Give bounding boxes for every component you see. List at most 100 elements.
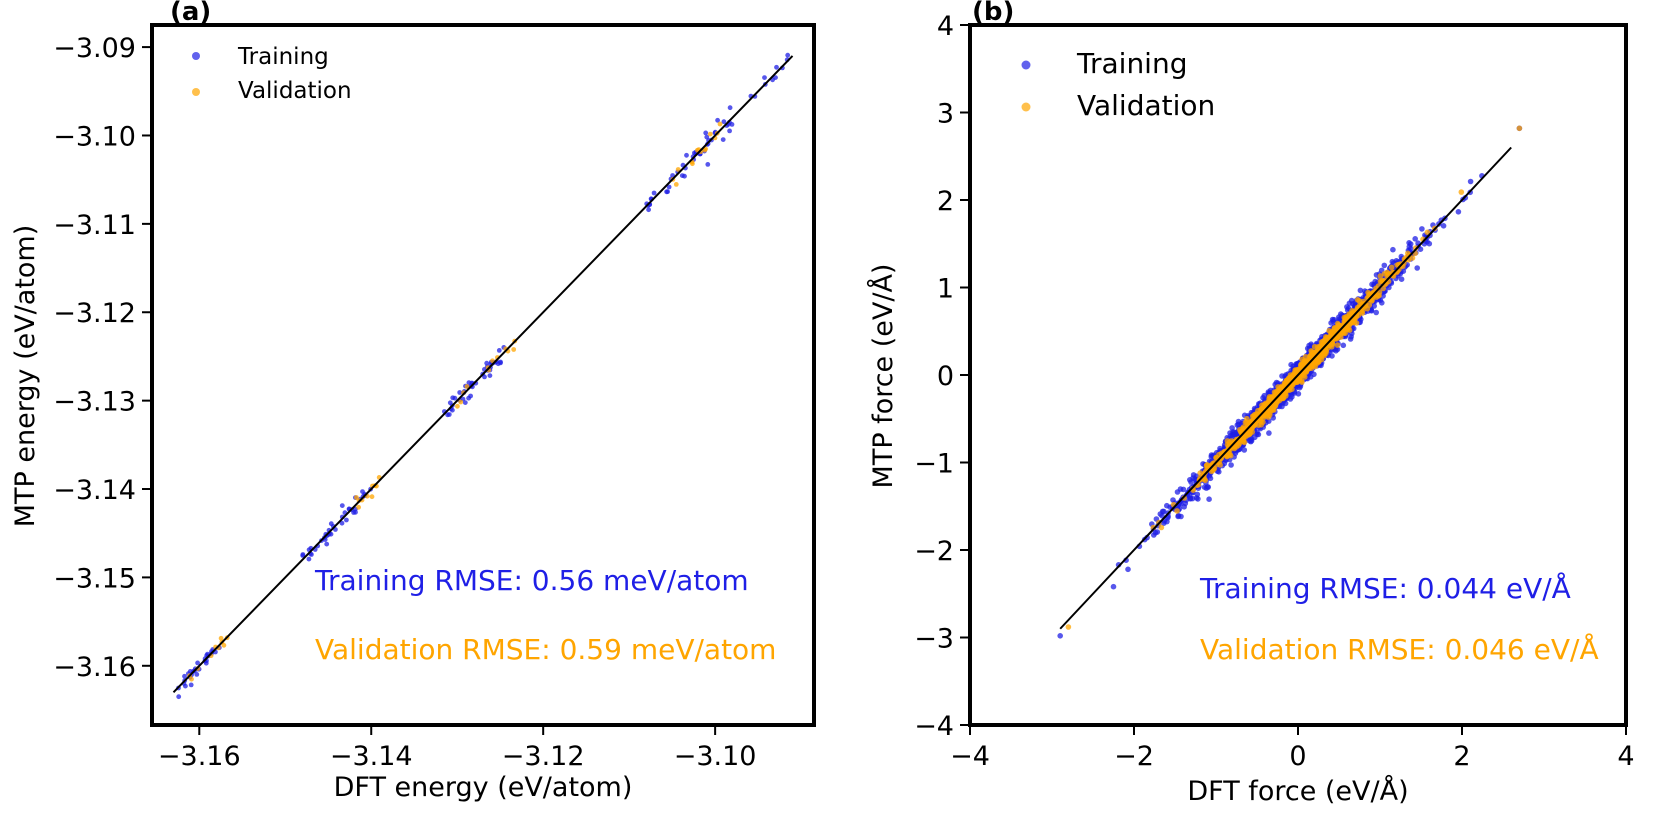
data-point-training <box>195 660 201 666</box>
data-point-training <box>1203 485 1210 491</box>
data-point-training <box>1412 236 1418 242</box>
data-point-training <box>344 517 349 523</box>
panel-a-legend-training: Training <box>237 44 329 70</box>
data-point-validation <box>1174 508 1180 514</box>
data-point-validation <box>702 147 708 153</box>
data-point-training <box>309 552 314 557</box>
x-tick-label: 0 <box>1289 741 1306 772</box>
data-point-training <box>339 503 345 508</box>
data-point-validation <box>1329 340 1336 347</box>
data-point-validation <box>673 182 679 187</box>
data-point-training <box>1414 265 1420 271</box>
panel-b-legend-training: Training <box>1076 47 1187 80</box>
panel-b-reference-line <box>1059 146 1512 630</box>
data-point-validation <box>1252 413 1258 420</box>
data-point-training <box>1154 529 1161 535</box>
x-tick-label: −3.12 <box>502 741 585 772</box>
panel-b-y-ticks: −4 −3 −2 −1 0 1 2 3 4 <box>914 11 970 742</box>
data-point-training <box>729 122 735 127</box>
data-point-training <box>351 510 356 515</box>
data-point-validation <box>1366 302 1373 308</box>
y-tick-label: −3.14 <box>53 475 136 506</box>
data-point-training <box>1467 178 1474 185</box>
y-tick-label: 3 <box>937 99 954 130</box>
data-point-validation <box>1334 342 1341 348</box>
data-point-validation <box>1311 343 1318 350</box>
data-point-training <box>684 152 689 158</box>
panel-a-y-label: MTP energy (eV/atom) <box>10 225 41 528</box>
data-point-validation <box>1338 331 1344 338</box>
data-point-training <box>1160 508 1167 515</box>
data-point-validation <box>218 635 224 641</box>
data-point-validation <box>354 495 359 500</box>
panel-a-reference-line <box>172 55 794 693</box>
data-point-training <box>1329 353 1335 359</box>
data-point-validation <box>1302 358 1309 364</box>
data-point-validation <box>1331 326 1337 332</box>
data-point-training <box>1241 447 1248 453</box>
data-point-validation <box>1065 624 1072 630</box>
panel-a-x-ticks: −3.16 −3.14 −3.12 −3.10 <box>158 725 757 772</box>
data-point-training <box>703 130 709 136</box>
data-point-validation <box>189 676 194 682</box>
data-point-training <box>194 672 200 677</box>
data-point-validation <box>707 131 713 137</box>
data-point-validation <box>1287 372 1294 378</box>
data-point-validation <box>1381 271 1388 277</box>
y-tick-label: −3.15 <box>53 563 136 594</box>
data-point-training <box>1426 240 1433 247</box>
data-point-training <box>1231 429 1238 436</box>
panel-b-training-rmse: Training RMSE: 0.044 eV/Å <box>1199 571 1571 605</box>
data-point-training <box>176 694 182 700</box>
data-point-validation <box>1424 229 1431 236</box>
data-point-validation <box>1224 438 1231 444</box>
y-tick-label: −4 <box>914 711 954 742</box>
data-point-validation <box>1298 362 1304 369</box>
data-point-validation <box>1203 462 1210 469</box>
data-point-training <box>785 52 791 58</box>
data-point-training <box>1331 316 1337 323</box>
data-point-training <box>1187 496 1194 502</box>
data-point-training <box>705 162 711 167</box>
data-point-training <box>715 117 720 123</box>
data-point-validation <box>1225 452 1232 459</box>
data-point-training <box>666 184 672 190</box>
x-tick-label: 4 <box>1617 741 1634 772</box>
data-point-validation <box>1385 271 1392 277</box>
data-point-training <box>1206 496 1212 503</box>
data-point-training <box>339 520 345 526</box>
data-point-training <box>651 190 657 196</box>
data-point-training <box>1417 246 1424 252</box>
panel-b-x-ticks: −4 −2 0 2 4 <box>950 725 1635 772</box>
data-point-training <box>1057 633 1063 639</box>
data-point-training <box>1306 342 1312 349</box>
data-point-training <box>1261 392 1268 399</box>
data-point-training <box>1234 422 1241 428</box>
panel-a-legend-validation-marker <box>192 88 200 96</box>
data-point-training <box>1389 258 1396 265</box>
data-point-validation <box>1388 264 1395 271</box>
data-point-training <box>1229 425 1235 431</box>
panel-b: −4 −2 0 2 4 −4 −3 −2 −1 0 1 2 3 4 (b) DFT force (eV/… <box>867 0 1635 807</box>
data-point-validation <box>1379 277 1386 284</box>
data-point-validation <box>1269 393 1276 400</box>
data-point-training <box>1400 268 1407 275</box>
data-point-validation <box>1458 189 1465 195</box>
y-tick-label: 1 <box>937 274 954 305</box>
data-point-validation <box>675 167 681 172</box>
y-tick-label: −3.16 <box>53 652 136 683</box>
data-point-training <box>646 207 651 213</box>
data-point-validation <box>464 384 470 389</box>
data-point-validation <box>1289 386 1295 393</box>
y-tick-label: −1 <box>914 449 954 480</box>
data-point-training <box>188 682 194 688</box>
data-point-training <box>1398 276 1405 283</box>
data-point-training <box>452 395 458 401</box>
panel-a-y-ticks: −3.16 −3.15 −3.14 −3.13 −3.12 −3.11 −3.10 −3.09 <box>53 33 152 683</box>
data-point-training <box>360 489 365 494</box>
x-tick-label: −3.16 <box>158 741 241 772</box>
data-point-training <box>462 400 468 405</box>
data-point-training <box>446 412 452 417</box>
data-point-training <box>1194 491 1201 498</box>
data-point-validation <box>1294 379 1301 385</box>
